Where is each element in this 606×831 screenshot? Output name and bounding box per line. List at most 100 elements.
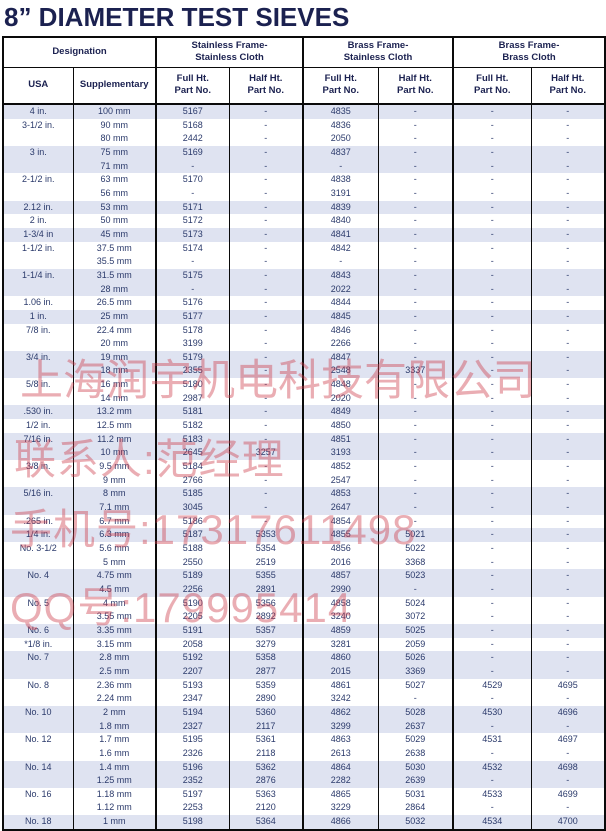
cell-brass-ss-half: 3337: [377, 364, 454, 379]
cell-ss-half: -: [228, 132, 304, 146]
cell-brass-brass-full: -: [452, 118, 532, 133]
cell-brass-brass-half: -: [530, 555, 606, 570]
cell-brass-ss-half: -: [377, 419, 454, 433]
cell-ss-full: 5190: [155, 596, 229, 611]
cell-ss-half: -: [228, 432, 304, 447]
cell-brass-brass-half: -: [530, 255, 606, 269]
cell-brass-ss-full: 4846: [302, 323, 379, 338]
cell-ss-half: 5355: [228, 569, 304, 583]
cell-brass-ss-full: 3281: [302, 637, 379, 652]
cell-supplementary: 1.25 mm: [72, 774, 156, 788]
cell-supplementary: 22.4 mm: [72, 323, 156, 338]
cell-ss-half: -: [228, 391, 304, 406]
cell-brass-brass-half: -: [530, 501, 606, 515]
cell-ss-full: 5168: [155, 118, 229, 133]
cell-brass-ss-full: 4860: [302, 651, 379, 665]
cell-brass-brass-full: -: [452, 664, 532, 679]
cell-brass-brass-full: -: [452, 227, 532, 242]
cell-ss-full: 5179: [155, 350, 229, 365]
cell-brass-ss-half: -: [377, 487, 454, 502]
cell-brass-brass-half: -: [530, 200, 606, 215]
cell-brass-brass-half: -: [530, 118, 606, 133]
cell-brass-ss-full: 4848: [302, 378, 379, 392]
cell-supplementary: 20 mm: [72, 337, 156, 351]
cell-ss-full: 5180: [155, 378, 229, 392]
cell-brass-brass-full: -: [452, 337, 532, 351]
cell-usa: 1 in.: [3, 309, 73, 324]
cell-supplementary: 2.8 mm: [72, 651, 156, 665]
cell-supplementary: 1.7 mm: [72, 733, 156, 747]
cell-brass-ss-full: 4859: [302, 623, 379, 638]
cell-supplementary: 7.1 mm: [72, 501, 156, 515]
cell-brass-ss-half: 5025: [377, 623, 454, 638]
cell-brass-ss-half: 5031: [377, 787, 454, 802]
cell-ss-full: 5181: [155, 405, 229, 420]
cell-ss-full: 2058: [155, 637, 229, 652]
cell-ss-half: -: [228, 214, 304, 228]
table-row: 2.5 mm 2207 2877 2015 3369- -: [3, 664, 606, 679]
cell-brass-brass-full: -: [452, 405, 532, 420]
cell-brass-ss-half: -: [377, 255, 454, 269]
table-row: 5/16 in. 8 mm 5185-4853- - -: [3, 487, 606, 502]
cell-ss-half: -: [228, 173, 304, 187]
cell-brass-brass-half: -: [530, 596, 606, 611]
cell-ss-half: -: [228, 227, 304, 242]
table-row: 35.5 mm - - - - - -: [3, 255, 606, 269]
table-row: 4.5 mm 2256 2891 2990- - -: [3, 582, 606, 597]
cell-ss-full: 5178: [155, 323, 229, 338]
cell-brass-ss-half: -: [377, 159, 454, 174]
cell-ss-half: 2876: [228, 774, 304, 788]
cell-brass-ss-half: 2638: [377, 746, 454, 761]
table-row: 4 in. 100 mm 5167-4835- - -: [3, 104, 606, 119]
table-row: No. 3-1/2 5.6 mm 5188 5354 4856 5022- -: [3, 542, 606, 556]
cell-usa: 7/16 in.: [3, 432, 73, 447]
table-row: .530 in. 13.2 mm 5181-4849- - -: [3, 405, 606, 420]
cell-brass-brass-half: 4696: [530, 705, 606, 720]
cell-brass-brass-full: -: [452, 145, 532, 160]
cell-usa: [3, 801, 73, 815]
cell-supplementary: 71 mm: [72, 159, 156, 174]
cell-brass-brass-full: 4532: [452, 760, 532, 775]
cell-ss-half: -: [228, 323, 304, 338]
cell-brass-ss-half: -: [377, 282, 454, 297]
cell-brass-brass-full: -: [452, 528, 532, 542]
cell-ss-half: -: [228, 200, 304, 215]
cell-usa: [3, 747, 73, 761]
table-row: 56 mm - -3191- - -: [3, 186, 606, 201]
header-stainless-frame-stainless-cloth: Stainless Frame- Stainless Cloth: [154, 37, 304, 68]
cell-brass-ss-full: 3229: [302, 801, 379, 816]
cell-supplementary: 9.5 mm: [72, 460, 156, 474]
table-row: 1-1/2 in. 37.5 mm 5174-4842- - -: [3, 241, 606, 256]
header-brass-frame-stainless-cloth: Brass Frame- Stainless Cloth: [302, 37, 454, 68]
cell-brass-ss-full: 4866: [302, 815, 379, 830]
cell-brass-brass-half: -: [530, 227, 606, 242]
cell-usa: 1.06 in.: [23, 297, 54, 308]
cell-ss-full: 5195: [155, 733, 229, 747]
cell-usa: 5/8 in.: [25, 379, 51, 390]
table-row: 3/8 in. 9.5 mm 5184-4852- - -: [3, 460, 606, 474]
cell-brass-ss-full: 3191: [302, 186, 379, 201]
cell-supplementary: 90 mm: [72, 118, 156, 133]
table-row: No. 10 2 mm 5194 5360 4862 5028 4530 4696: [3, 705, 606, 720]
cell-brass-brass-half: -: [530, 610, 606, 624]
table-row: *1/8 in. 3.15 mm 2058 3279 3281 2059- -: [3, 637, 606, 652]
table-row: No. 12 1.7 mm 5195 5361 4863 5029 4531 4697: [3, 733, 606, 747]
cell-brass-ss-full: 4863: [302, 733, 379, 747]
cell-brass-ss-half: -: [377, 432, 454, 447]
cell-ss-full: 2352: [155, 774, 229, 788]
cell-brass-brass-full: -: [452, 692, 532, 706]
cell-brass-ss-full: -: [302, 159, 379, 174]
cell-brass-brass-half: -: [530, 282, 606, 297]
table-row: 71 mm - - - - - -: [3, 159, 606, 174]
cell-brass-brass-full: -: [452, 719, 532, 734]
cell-brass-brass-half: -: [530, 241, 606, 256]
cell-brass-ss-full: 4842: [302, 241, 379, 256]
cell-supplementary: 26.5 mm: [72, 296, 156, 310]
header-brass-ss-half-ht: Half Ht. Part No.: [377, 67, 454, 105]
cell-ss-full: 2355: [155, 364, 229, 379]
table-row: 1 in. 25 mm 5177-4845- - -: [3, 309, 606, 324]
table-row: 80 mm 2442-2050- - -: [3, 132, 606, 146]
cell-usa: No. 5: [27, 597, 49, 608]
table-row: 28 mm - -2022- - -: [3, 282, 606, 297]
cell-brass-brass-full: -: [452, 473, 532, 488]
